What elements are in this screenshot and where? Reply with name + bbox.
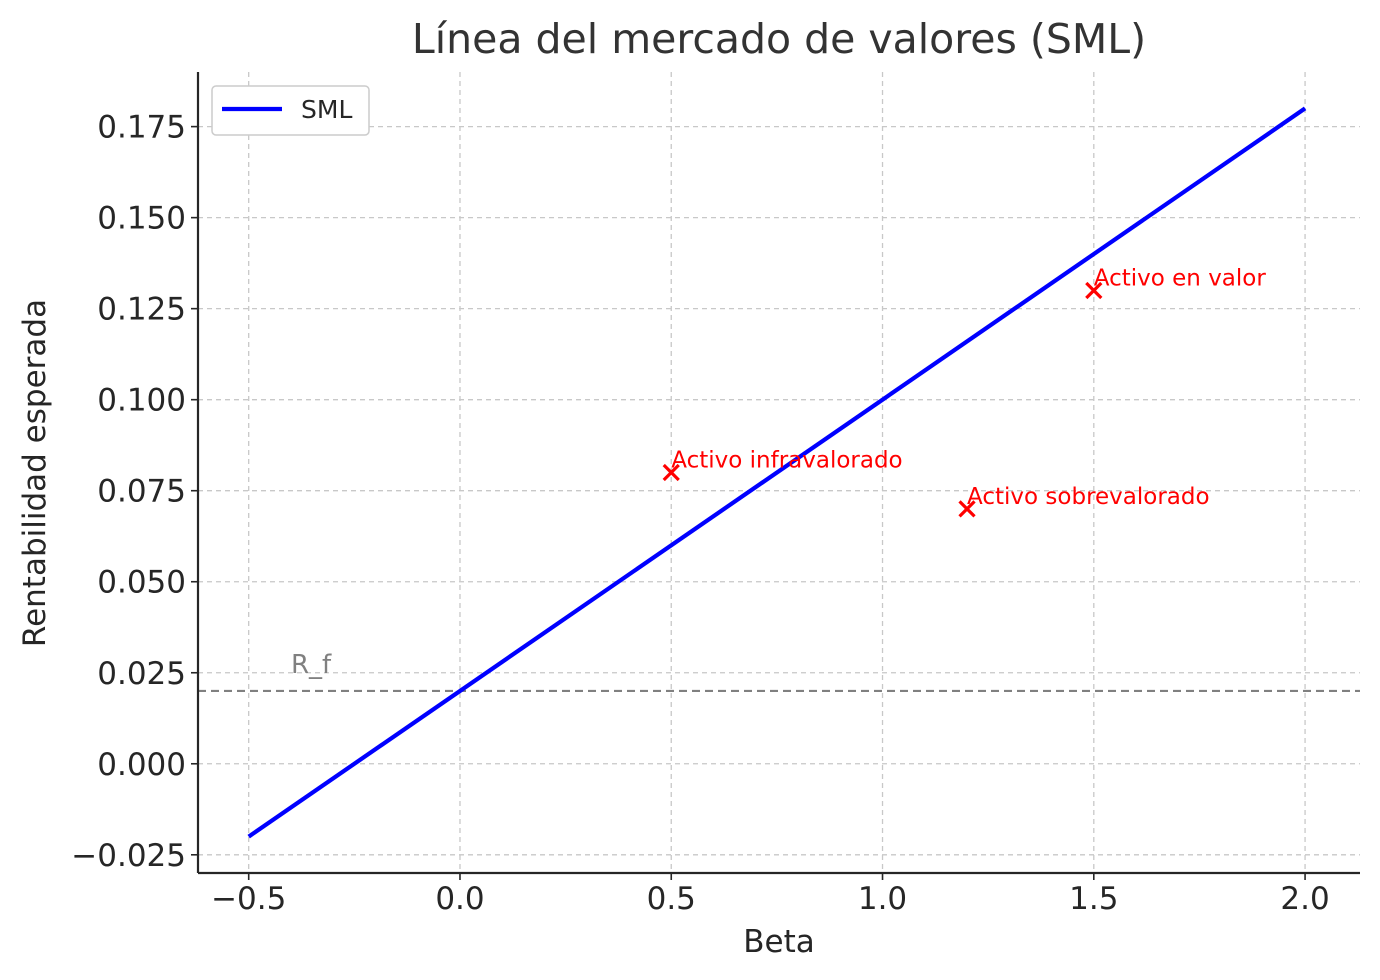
x-tick-label: −0.5	[211, 881, 286, 917]
legend-box	[211, 85, 370, 136]
asset-point: Activo sobrevalorado	[958, 484, 1210, 518]
x-tick-label: 0.0	[435, 881, 484, 917]
x-tick-label: 1.0	[858, 881, 907, 917]
y-tick-label: 0.125	[97, 292, 186, 328]
series-layer	[247, 106, 1307, 839]
y-tick-label: 0.025	[97, 656, 186, 692]
x-tick-label: 1.5	[1069, 881, 1118, 917]
asset-point: Activo en valor	[1085, 265, 1267, 300]
asset-marker-stroke	[662, 463, 680, 482]
x-axis-title: Beta	[743, 924, 815, 960]
legend: SML	[211, 85, 370, 136]
asset-label: Activo infravalorado	[671, 448, 902, 474]
risk-free-rate-label: R_f	[291, 650, 332, 680]
reference-lines: R_f	[198, 650, 1360, 693]
x-tick-label: 2.0	[1280, 881, 1329, 917]
grid	[198, 72, 1360, 873]
y-axis-title: Rentabilidad esperada	[17, 299, 53, 647]
asset-marker-stroke	[958, 500, 976, 518]
y-tick-label: 0.075	[97, 474, 186, 510]
annotated-points: Activo infravalorado Activo sobrevalorado…	[662, 265, 1267, 518]
y-tick-label: 0.000	[97, 747, 186, 783]
chart-title: Línea del mercado de valores (SML)	[412, 15, 1146, 63]
x-tick-label: 0.5	[647, 881, 696, 917]
asset-label: Activo en valor	[1094, 265, 1267, 291]
sml-line	[247, 106, 1307, 839]
y-tick-label: 0.150	[97, 201, 186, 237]
asset-point: Activo infravalorado	[662, 448, 903, 482]
y-tick-label: −0.025	[71, 838, 186, 874]
asset-marker-stroke	[1085, 281, 1103, 300]
legend-label: SML	[301, 95, 352, 124]
asset-label: Activo sobrevalorado	[967, 484, 1210, 510]
axes	[196, 72, 1360, 875]
y-tick-label: 0.050	[97, 565, 186, 601]
ticks: −0.5 0.0 0.5 1.0 1.5 2.0 −0.025 0.000 0.025 0.050…	[71, 110, 1329, 917]
y-tick-label: 0.175	[97, 110, 186, 146]
y-tick-label: 0.100	[97, 383, 186, 419]
